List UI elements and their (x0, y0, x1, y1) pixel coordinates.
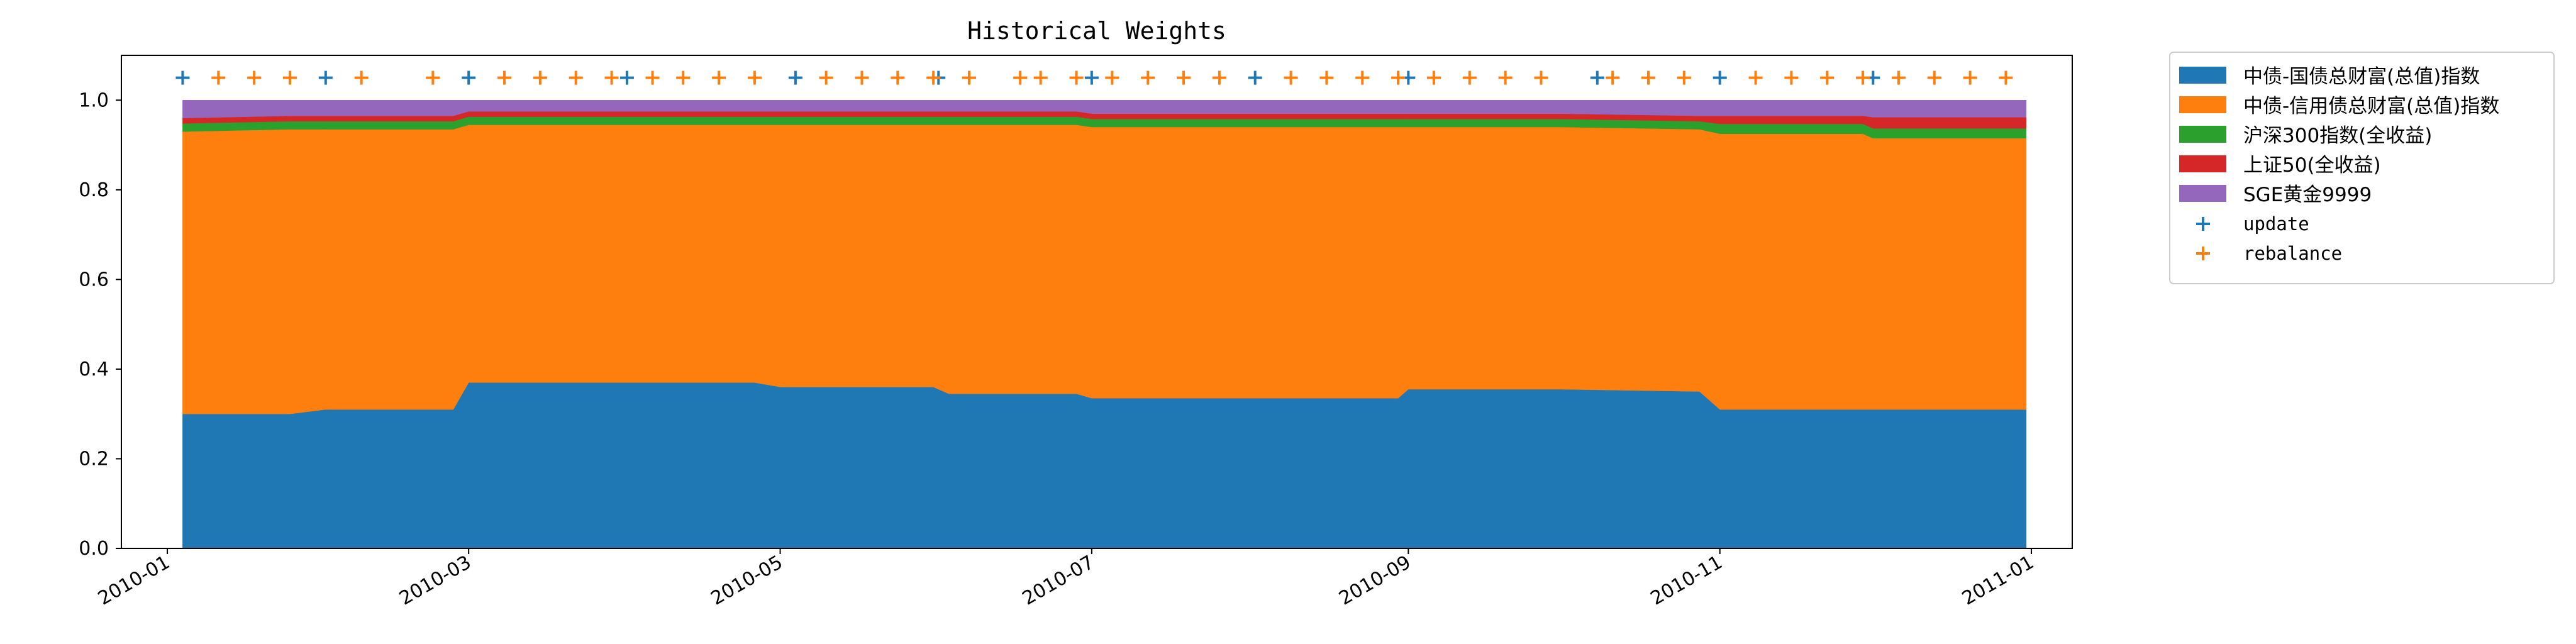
x-tick-label: 2010-01 (94, 552, 174, 610)
update-marker (318, 70, 333, 85)
area-series-2 (182, 125, 2027, 414)
rebalance-marker (1820, 70, 1835, 85)
x-tick-label: 2010-11 (1647, 552, 1726, 610)
chart-title: Historical Weights (967, 17, 1226, 45)
rebalance-marker (1141, 70, 1155, 85)
rebalance-marker (1391, 70, 1406, 85)
legend-swatch (2179, 67, 2226, 84)
x-tick-label: 2010-07 (1019, 552, 1098, 610)
stacked-areas (182, 100, 2027, 549)
update-marker (788, 70, 802, 85)
y-tick-label: 0.4 (79, 358, 109, 380)
rebalance-marker (1013, 70, 1028, 85)
rebalance-marker (1498, 70, 1513, 85)
rebalance-marker (891, 70, 905, 85)
rebalance-marker (676, 70, 691, 85)
rebalance-marker (645, 70, 660, 85)
legend: 中债-国债总财富(总值)指数中债-信用债总财富(总值)指数沪深300指数(全收益… (2169, 52, 2555, 284)
x-axis: 2010-01 2010-03 2010-05 2010-07 2010-09 2010-… (94, 548, 2038, 610)
y-tick-label: 0.8 (79, 179, 109, 201)
area-series-5 (182, 100, 2027, 119)
rebalance-marker (926, 70, 941, 85)
rebalance-marker (1212, 70, 1226, 85)
y-axis: 0.0 0.2 0.4 0.6 0.8 1.0 (79, 89, 121, 560)
rebalance-marker (211, 70, 226, 85)
rebalance-marker (1927, 70, 1941, 85)
update-marker (1248, 70, 1262, 85)
legend-swatch (2179, 96, 2226, 113)
rebalance-marker (1284, 70, 1298, 85)
rebalance-marker (604, 70, 619, 85)
rebalance-marker (354, 70, 369, 85)
legend-label: 中债-国债总财富(总值)指数 (2243, 65, 2480, 88)
rebalance-marker (1355, 70, 1370, 85)
x-tick-label: 2010-05 (707, 552, 786, 610)
legend-label: 沪深300指数(全收益) (2243, 125, 2432, 147)
legend-box (2169, 52, 2555, 284)
y-tick-label: 0.0 (79, 538, 109, 560)
rebalance-marker (1677, 70, 1691, 85)
legend-label: 中债-信用债总财富(总值)指数 (2243, 95, 2499, 118)
x-tick-label: 2011-01 (1958, 552, 2038, 610)
update-marker (1590, 70, 1604, 85)
rebalance-marker (819, 70, 833, 85)
rebalance-marker (1856, 70, 1870, 85)
legend-swatch (2179, 126, 2226, 143)
rebalance-marker (1891, 70, 1906, 85)
rebalance-marker (1784, 70, 1799, 85)
rebalance-marker (569, 70, 583, 85)
rebalance-marker (533, 70, 547, 85)
update-marker (1713, 70, 1727, 85)
legend-marker (2196, 247, 2210, 260)
y-tick-label: 1.0 (79, 89, 109, 111)
y-tick-label: 0.6 (79, 269, 109, 291)
update-marker (175, 70, 190, 85)
rebalance-marker (1069, 70, 1084, 85)
rebalance-marker (1963, 70, 1977, 85)
rebalance-marker (962, 70, 976, 85)
rebalance-marker (1606, 70, 1620, 85)
rebalance-marker (497, 70, 512, 85)
rebalance-marker (247, 70, 262, 85)
rebalance-marker (1999, 70, 2013, 85)
rebalance-marker (1426, 70, 1441, 85)
rebalance-marker (1177, 70, 1191, 85)
rebalance-marker (426, 70, 440, 85)
rebalance-marker (1462, 70, 1477, 85)
update-marker (619, 70, 634, 85)
event-markers (175, 70, 2013, 85)
rebalance-marker (747, 70, 762, 85)
update-marker (462, 70, 476, 85)
rebalance-marker (855, 70, 869, 85)
legend-swatch (2179, 155, 2226, 172)
x-tick-label: 2010-09 (1335, 552, 1414, 610)
rebalance-marker (1534, 70, 1548, 85)
rebalance-marker (712, 70, 726, 85)
rebalance-marker (1105, 70, 1119, 85)
rebalance-marker (1033, 70, 1048, 85)
rebalance-marker (282, 70, 297, 85)
update-marker (1084, 70, 1099, 85)
legend-label: SGE黄金9999 (2243, 184, 2372, 206)
rebalance-marker (1641, 70, 1656, 85)
legend-marker (2196, 217, 2210, 231)
rebalance-marker (1748, 70, 1763, 85)
legend-label: update (2243, 213, 2309, 235)
x-tick-label: 2010-03 (396, 552, 475, 610)
legend-label: rebalance (2243, 243, 2342, 264)
legend-swatch (2179, 185, 2226, 202)
legend-label: 上证50(全收益) (2243, 154, 2381, 177)
rebalance-marker (1319, 70, 1334, 85)
plot-frame (121, 55, 2073, 549)
y-tick-label: 0.2 (79, 448, 109, 470)
